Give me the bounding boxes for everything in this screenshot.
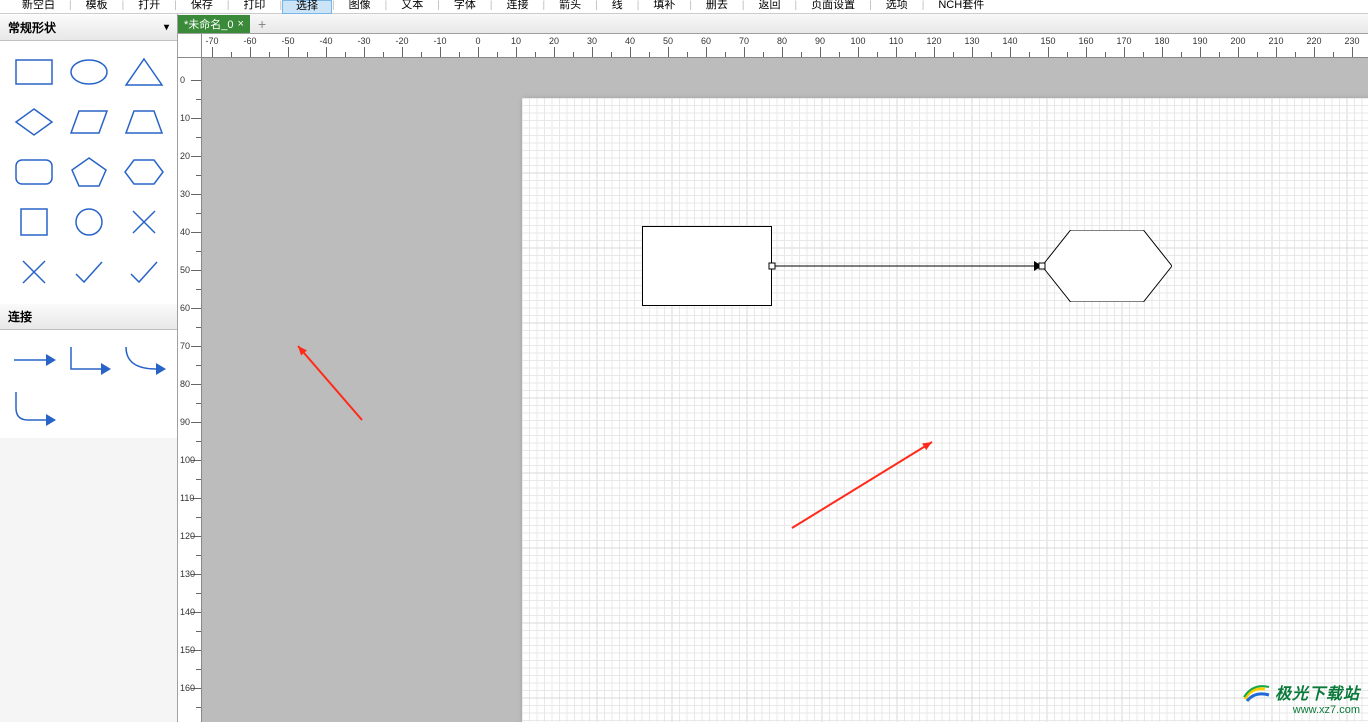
tab-bar: *未命名_0 × +: [178, 14, 1368, 34]
vertical-ruler: 0102030405060708090100110120130140150160…: [178, 58, 202, 722]
connectors-panel-header[interactable]: 连接: [0, 303, 177, 330]
sidebar: 常规形状 ▾ 连接: [0, 14, 178, 722]
connector-curved[interactable]: [118, 338, 169, 382]
canvas-viewport[interactable]: [202, 58, 1368, 722]
menu-箭头[interactable]: 箭头: [545, 0, 595, 14]
shape-pentagon[interactable]: [63, 149, 114, 195]
menu-字体[interactable]: 字体: [440, 0, 490, 14]
shape-diamond[interactable]: [8, 99, 59, 145]
menu-打印[interactable]: 打印: [229, 0, 279, 14]
document-tab[interactable]: *未命名_0 ×: [178, 15, 250, 33]
shape-check-thin[interactable]: [63, 249, 114, 295]
horizontal-ruler: -70-60-50-40-30-20-100102030405060708090…: [202, 34, 1368, 58]
tab-label: *未命名_0: [184, 16, 234, 32]
connectors-panel-title: 连接: [8, 308, 32, 325]
shape-parallelogram[interactable]: [63, 99, 114, 145]
shape-cross[interactable]: [8, 249, 59, 295]
watermark: 极光下载站 www.xz7.com: [1243, 680, 1360, 716]
shape-circle[interactable]: [63, 199, 114, 245]
menu-删去[interactable]: 删去: [692, 0, 742, 14]
shape-check-bold[interactable]: [118, 249, 169, 295]
menu-选择[interactable]: 选择: [282, 0, 332, 14]
shape-rounded-rect[interactable]: [8, 149, 59, 195]
menu-连接[interactable]: 连接: [492, 0, 542, 14]
shape-triangle[interactable]: [118, 49, 169, 95]
shapes-panel-title: 常规形状: [8, 19, 56, 36]
canvas-page[interactable]: [522, 98, 1368, 722]
menu-又本[interactable]: 又本: [387, 0, 437, 14]
ruler-corner: [178, 34, 202, 58]
diagram-connector[interactable]: [522, 98, 1368, 722]
shapes-panel-header[interactable]: 常规形状 ▾: [0, 14, 177, 41]
watermark-logo-icon: [1243, 681, 1271, 703]
menu-填补[interactable]: 填补: [639, 0, 689, 14]
shape-square[interactable]: [8, 199, 59, 245]
menu-模板[interactable]: 模板: [72, 0, 122, 14]
caret-down-icon: ▾: [164, 22, 169, 33]
canvas-area: *未命名_0 × + -70-60-50-40-30-20-1001020304…: [178, 14, 1368, 722]
connector-orthogonal[interactable]: [63, 338, 114, 382]
menu-保存[interactable]: 保存: [177, 0, 227, 14]
menu-新空白[interactable]: 新空白: [8, 0, 69, 14]
shape-ellipse[interactable]: [63, 49, 114, 95]
shape-trapezoid[interactable]: [118, 99, 169, 145]
shape-rectangle[interactable]: [8, 49, 59, 95]
shape-x[interactable]: [118, 199, 169, 245]
new-tab-button[interactable]: +: [250, 16, 274, 32]
watermark-url: www.xz7.com: [1243, 704, 1360, 716]
watermark-title: 极光下载站: [1275, 680, 1360, 704]
menu-线[interactable]: 线: [598, 0, 637, 14]
menu-返回[interactable]: 返回: [745, 0, 795, 14]
menu-图像[interactable]: 图像: [335, 0, 385, 14]
menu-NCH套件[interactable]: NCH套件: [924, 0, 998, 14]
connector-straight[interactable]: [8, 338, 59, 382]
shapes-grid: [0, 41, 177, 303]
shape-hexagon[interactable]: [118, 149, 169, 195]
menu-打开[interactable]: 打开: [124, 0, 174, 14]
connectors-grid: [0, 330, 177, 438]
menu-页面设置[interactable]: 页面设置: [797, 0, 869, 14]
connector-handle-end[interactable]: [1039, 263, 1046, 270]
menubar: 新空白|模板|打开|保存|打印|选择|图像|又本|字体|连接|箭头|线|填补|删…: [0, 0, 1368, 14]
menu-选项[interactable]: 选项: [872, 0, 922, 14]
close-icon[interactable]: ×: [238, 18, 244, 30]
connector-handle-start[interactable]: [769, 263, 776, 270]
annotation-arrow-1: [286, 334, 374, 432]
connector-elbow[interactable]: [8, 386, 59, 430]
